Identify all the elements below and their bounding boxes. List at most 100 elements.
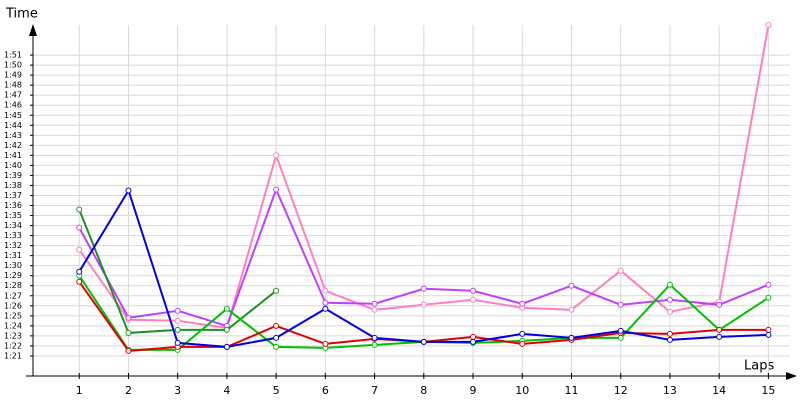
- y-tick-label: 1:25: [4, 311, 22, 320]
- data-point: [76, 224, 83, 231]
- x-tick-label: 5: [273, 384, 280, 397]
- x-tick-label: 10: [515, 384, 529, 397]
- x-tick-label: 8: [420, 384, 427, 397]
- x-tick-label: 15: [761, 384, 775, 397]
- y-tick-label: 1:31: [4, 251, 22, 260]
- x-tick-label: 4: [223, 384, 230, 397]
- x-tick-label: 12: [614, 384, 628, 397]
- data-point: [716, 326, 723, 333]
- data-point: [617, 334, 624, 341]
- y-tick-label: 1:37: [4, 191, 22, 200]
- x-tick-label: 6: [322, 384, 329, 397]
- y-tick-label: 1:45: [4, 111, 22, 120]
- data-point: [174, 307, 181, 314]
- data-point: [568, 334, 575, 341]
- x-tick-label: 14: [712, 384, 726, 397]
- y-tick-label: 1:23: [4, 331, 22, 340]
- y-axis-arrow: [29, 24, 37, 36]
- data-point: [765, 326, 772, 333]
- data-point: [223, 326, 230, 333]
- data-point: [76, 278, 83, 285]
- x-tick-label: 13: [663, 384, 677, 397]
- data-point: [322, 299, 329, 306]
- y-tick-label: 1:28: [4, 281, 22, 290]
- data-point: [716, 333, 723, 340]
- data-point: [223, 343, 230, 350]
- y-tick-label: 1:35: [4, 211, 22, 220]
- data-point: [519, 300, 526, 307]
- y-tick-label: 1:39: [4, 171, 22, 180]
- data-point: [223, 305, 230, 312]
- data-point: [371, 334, 378, 341]
- y-tick-label: 1:22: [4, 341, 22, 350]
- data-point: [666, 281, 673, 288]
- data-point: [470, 296, 477, 303]
- y-tick-label: 1:33: [4, 231, 22, 240]
- data-point: [470, 287, 477, 294]
- x-tick-label: 11: [564, 384, 578, 397]
- y-tick-label: 1:30: [4, 261, 22, 270]
- data-point: [519, 340, 526, 347]
- y-tick-label: 1:38: [4, 181, 22, 190]
- y-tick-label: 1:40: [4, 161, 22, 170]
- data-point: [125, 347, 132, 354]
- y-tick-label: 1:34: [4, 221, 22, 230]
- data-point: [174, 326, 181, 333]
- data-point: [174, 317, 181, 324]
- y-tick-label: 1:27: [4, 291, 22, 300]
- data-point: [273, 186, 280, 193]
- y-axis-label: Time: [5, 7, 38, 22]
- data-point: [568, 282, 575, 289]
- data-point: [716, 301, 723, 308]
- data-point: [322, 340, 329, 347]
- x-tick-label: 3: [174, 384, 181, 397]
- x-tick-label: 7: [371, 384, 378, 397]
- data-point: [371, 341, 378, 348]
- data-point: [519, 330, 526, 337]
- data-point: [568, 306, 575, 313]
- data-point: [470, 338, 477, 345]
- data-point: [76, 246, 83, 253]
- data-point: [76, 268, 83, 275]
- y-tick-label: 1:41: [4, 151, 22, 160]
- x-axis-arrow: [786, 372, 797, 380]
- data-point: [273, 322, 280, 329]
- data-point: [617, 301, 624, 308]
- data-point: [765, 331, 772, 338]
- data-point: [420, 301, 427, 308]
- x-axis-label: Laps: [744, 359, 774, 374]
- data-point: [666, 308, 673, 315]
- data-point: [617, 267, 624, 274]
- y-tick-label: 1:49: [4, 71, 22, 80]
- data-point: [666, 296, 673, 303]
- y-tick-label: 1:46: [4, 101, 22, 110]
- data-point: [617, 327, 624, 334]
- y-tick-label: 1:50: [4, 61, 22, 70]
- data-point: [470, 333, 477, 340]
- data-point: [420, 338, 427, 345]
- data-point: [125, 187, 132, 194]
- y-tick-label: 1:44: [4, 121, 22, 130]
- y-tick-label: 1:47: [4, 91, 22, 100]
- data-point: [322, 287, 329, 294]
- data-point: [273, 152, 280, 159]
- y-tick-label: 1:48: [4, 81, 22, 90]
- data-point: [765, 281, 772, 288]
- data-point: [420, 285, 427, 292]
- y-tick-label: 1:26: [4, 301, 22, 310]
- x-tick-label: 9: [470, 384, 477, 397]
- data-point: [666, 336, 673, 343]
- data-point: [371, 300, 378, 307]
- y-tick-label: 1:42: [4, 141, 22, 150]
- data-point: [666, 330, 673, 337]
- data-point: [273, 287, 280, 294]
- y-tick-label: 1:32: [4, 241, 22, 250]
- data-point: [765, 294, 772, 301]
- data-point: [125, 329, 132, 336]
- data-point: [273, 343, 280, 350]
- x-tick-label: 2: [125, 384, 132, 397]
- data-point: [125, 314, 132, 321]
- data-point: [371, 306, 378, 313]
- y-tick-label: 1:51: [4, 51, 22, 60]
